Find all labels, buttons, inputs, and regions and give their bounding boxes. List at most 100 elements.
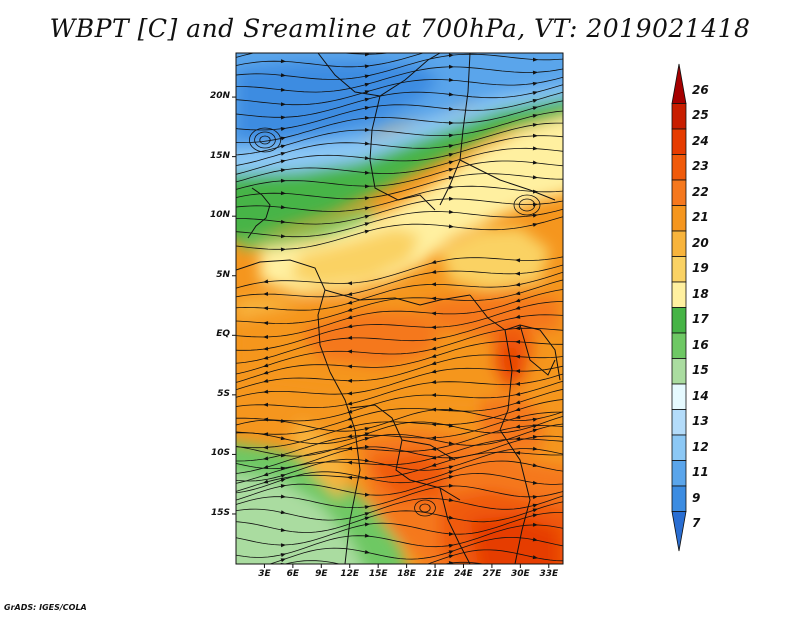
streamline-arrow [347,307,353,312]
streamline-arrow [263,432,269,437]
latitude-label: 15N [209,150,230,161]
streamline-arrow [448,77,454,82]
streamline-arrow [448,441,454,446]
streamline-arrow [532,434,538,439]
streamline-arrow [448,92,454,97]
streamline-arrow [431,337,437,342]
grads-credit: GrADS: IGES/COLA [4,603,87,612]
chart-title: WBPT [C] and Sreamline at 700hPa, VT: 20… [49,14,751,43]
color-bar-label: 18 [692,286,709,301]
streamline-arrow [280,234,286,239]
streamline-arrow [280,484,286,488]
streamline-arrow [364,184,370,189]
color-bar-segment [671,434,687,461]
streamline-arrow [263,363,269,368]
streamline-arrow [347,475,353,480]
streamline-arrow [280,558,286,563]
color-bar-label: 15 [692,363,709,378]
streamline-arrow [532,70,538,75]
streamline-arrow [448,543,454,548]
streamline-arrow [448,185,454,190]
streamline-arrow [448,483,454,488]
streamline-arrow [532,446,538,451]
color-bar-label: 9 [692,490,701,505]
streamline-arrow [515,305,521,310]
streamline-arrow [280,151,286,156]
streamline-arrow [263,389,269,394]
streamline [283,549,563,564]
streamline-arrow [364,492,370,497]
streamline-arrow [364,432,370,437]
streamline-arrow [515,314,521,319]
streamline-arrow [532,133,538,138]
streamline-arrow [431,296,437,301]
streamline-arrow [515,436,521,441]
streamline-arrow [448,561,454,564]
streamline-arrow [263,321,269,326]
streamline-arrow [280,102,286,107]
color-bar-segment [671,103,687,130]
streamline-arrow [431,325,437,330]
streamline-arrow [515,258,521,263]
streamline-arrow [347,349,353,354]
streamline-arrow [533,29,538,34]
streamline-arrow [448,554,454,559]
streamline-arrow [431,435,437,440]
streamline-arrow [532,160,538,165]
streamline-arrow [364,512,370,516]
streamline-arrow [431,260,437,264]
streamline-arrow [515,354,521,359]
streamline-arrow [347,460,353,465]
streamline-arrow [347,446,353,451]
streamline-arrow [263,370,269,375]
streamline-eddy [248,127,281,153]
streamline-arrow [532,522,538,527]
streamline-arrow [364,533,370,538]
streamline-arrow [431,369,437,374]
streamline-arrow [532,99,538,103]
streamline-arrow [263,279,269,284]
latitude-label: 5S [217,388,230,399]
streamline-arrow [448,407,454,412]
color-bar-segment [671,281,687,308]
longitude-label: 9E [315,569,328,579]
streamline-arrow [515,450,521,455]
streamline-arrow [515,392,521,397]
streamline-arrow [515,400,521,405]
streamline-arrow [448,423,454,428]
streamline-arrow [532,175,538,180]
streamline-arrow [532,555,538,560]
streamline-arrow [280,127,286,131]
streamline-arrow [280,87,286,92]
streamline-arrow [449,43,455,48]
color-bar-segment [671,154,687,181]
streamline-arrow [263,479,269,484]
color-bar-segment [671,332,687,359]
streamline-arrow [449,35,455,40]
streamline-arrow [532,424,538,429]
streamline-arrow [347,292,353,297]
streamline-arrow [515,326,521,331]
streamline-arrow [448,175,454,180]
color-bar-segment [671,128,687,155]
streamline-arrow [280,418,286,423]
streamline-arrow [515,381,521,386]
streamline-arrow [280,168,286,173]
streamline-arrow [364,516,370,521]
streamline-arrow [532,202,538,207]
streamline-arrow [280,543,286,548]
latitude-label: 15S [210,507,230,518]
longitude-label: 6E [286,569,300,579]
streamline-arrows [263,29,538,564]
color-bar-segment [671,230,687,257]
streamline-arrow [448,64,454,69]
streamline-arrow [431,407,437,412]
longitude-label: 15E [368,569,388,579]
streamline-arrow [347,315,353,320]
streamline-arrow [532,213,538,218]
streamline-arrow [280,436,286,441]
streamline-arrow [263,355,269,360]
streamline-arrow [280,219,286,224]
streamline-arrow [280,144,286,149]
